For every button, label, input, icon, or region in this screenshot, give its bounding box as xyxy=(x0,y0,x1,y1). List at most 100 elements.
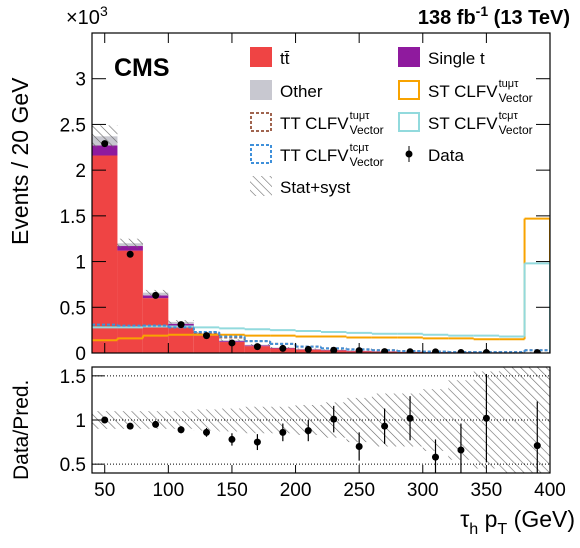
legend-swatch xyxy=(250,80,272,100)
y-tick-label: 0.5 xyxy=(60,455,86,476)
legend-label-sup: tuμτ xyxy=(350,110,371,122)
legend-label-sup: tcμτ xyxy=(350,142,370,154)
ratio-frame xyxy=(91,366,551,474)
legend-swatch xyxy=(405,150,413,158)
x-axis-title-part: τ xyxy=(460,506,469,532)
y-tick-label: 1 xyxy=(75,253,86,274)
y-tick-label: 2 xyxy=(75,161,86,182)
ratio-point xyxy=(279,428,287,436)
multiplier-part: ×10 xyxy=(66,7,100,29)
legend-swatch xyxy=(250,144,272,164)
data-point xyxy=(330,346,338,353)
ratio-point xyxy=(457,446,465,454)
legend-label: Stat+syst xyxy=(280,178,351,197)
legend-label: TT CLFV xyxy=(280,146,349,165)
x-tick-label: 250 xyxy=(343,480,375,501)
legend-label: Data xyxy=(428,146,464,165)
lumi: 138 fb-1 (13 TeV) xyxy=(418,3,570,29)
lumi-part: 138 fb xyxy=(418,7,476,29)
legend-label-sub: Vector xyxy=(499,123,533,137)
lumi-part: (13 TeV) xyxy=(488,7,570,29)
multiplier-part: 3 xyxy=(100,3,108,19)
ratio-point xyxy=(406,414,414,422)
legend-swatch xyxy=(398,80,420,100)
legend-label-sub: Vector xyxy=(499,91,533,105)
ratio-band xyxy=(219,408,245,432)
ratio-point xyxy=(482,414,490,422)
data-point xyxy=(126,250,134,258)
y-tick-label: 1.5 xyxy=(60,207,86,228)
x-axis-title-part: p xyxy=(478,506,497,532)
legend-label: Single t xyxy=(428,49,485,68)
legend-label: ST CLFV xyxy=(428,82,498,101)
uncertainty-band xyxy=(92,125,118,148)
x-tick-label: 400 xyxy=(534,480,566,501)
annotations: 0 0.5 1 1.5 2 2.5 3 0.5 1 1.5 50 100 150 200 250 300 350… xyxy=(7,3,575,538)
x-axis-title-part: T xyxy=(497,520,507,538)
y-tick-label: 1.5 xyxy=(60,367,86,388)
data-point xyxy=(177,321,185,329)
ratio-band xyxy=(168,411,194,429)
experiment-label: CMS xyxy=(114,54,170,82)
x-tick-label: 350 xyxy=(471,480,503,501)
data-point xyxy=(253,343,261,351)
stack-segment xyxy=(92,145,118,156)
ratio-band xyxy=(499,367,525,473)
multiplier: ×103 xyxy=(66,3,108,29)
ratio-point xyxy=(253,438,261,446)
ratio-point xyxy=(533,442,541,450)
ratio-point xyxy=(228,435,236,443)
legend-swatch xyxy=(398,112,420,132)
uncertainty-band xyxy=(117,238,143,248)
x-tick-label: 100 xyxy=(152,480,184,501)
legend-label-sup: tcμτ xyxy=(499,110,519,122)
stack-segment xyxy=(117,250,143,353)
x-tick-label: 200 xyxy=(280,480,312,501)
legend-swatch xyxy=(250,112,272,132)
y-tick-label: 0 xyxy=(75,344,86,365)
x-axis-title: τh pT (GeV) xyxy=(460,506,575,538)
x-axis-title-part: (GeV) xyxy=(507,506,575,532)
x-axis-title-part: h xyxy=(469,520,478,538)
legend-label-sup: tuμτ xyxy=(499,78,520,90)
data-point xyxy=(101,140,109,148)
stack-segment xyxy=(117,246,143,251)
x-tick-label: 150 xyxy=(216,480,248,501)
ratio-point xyxy=(152,420,160,428)
legend-label: Other xyxy=(280,82,323,101)
ratio-point xyxy=(381,422,389,430)
ratio-point xyxy=(432,453,439,461)
data-point xyxy=(279,344,287,352)
legend-label: tt̄ xyxy=(280,49,290,68)
ratio-point xyxy=(126,422,134,430)
ratio-plot xyxy=(92,367,550,473)
legend-label-sub: Vector xyxy=(350,155,384,169)
data-point xyxy=(533,349,541,353)
x-tick-label: 50 xyxy=(94,480,115,501)
data-point xyxy=(406,348,414,353)
legend-label: ST CLFV xyxy=(428,114,498,133)
ratio-point xyxy=(203,428,210,436)
ratio-point xyxy=(304,427,312,435)
legend-label-sub: Vector xyxy=(350,123,384,137)
ratio-band xyxy=(117,411,143,429)
stack-segment xyxy=(168,325,194,353)
ratio-point xyxy=(330,415,338,423)
y-axis-title: Events / 20 GeV xyxy=(7,77,33,245)
y-tick-label: 1 xyxy=(75,411,86,432)
ratio-point xyxy=(177,426,185,434)
y-tick-label: 2.5 xyxy=(60,115,86,136)
x-tick-label: 300 xyxy=(407,480,439,501)
legend-swatch xyxy=(398,47,420,67)
legend-label: TT CLFV xyxy=(280,114,349,133)
data-point xyxy=(228,339,236,347)
data-point xyxy=(203,332,210,340)
legend-swatch xyxy=(250,47,272,67)
y-tick-label: 3 xyxy=(75,70,86,91)
legend-swatch xyxy=(250,176,272,196)
ratio-point xyxy=(355,443,363,450)
data-point xyxy=(381,348,389,353)
y-tick-label: 0.5 xyxy=(60,298,86,319)
